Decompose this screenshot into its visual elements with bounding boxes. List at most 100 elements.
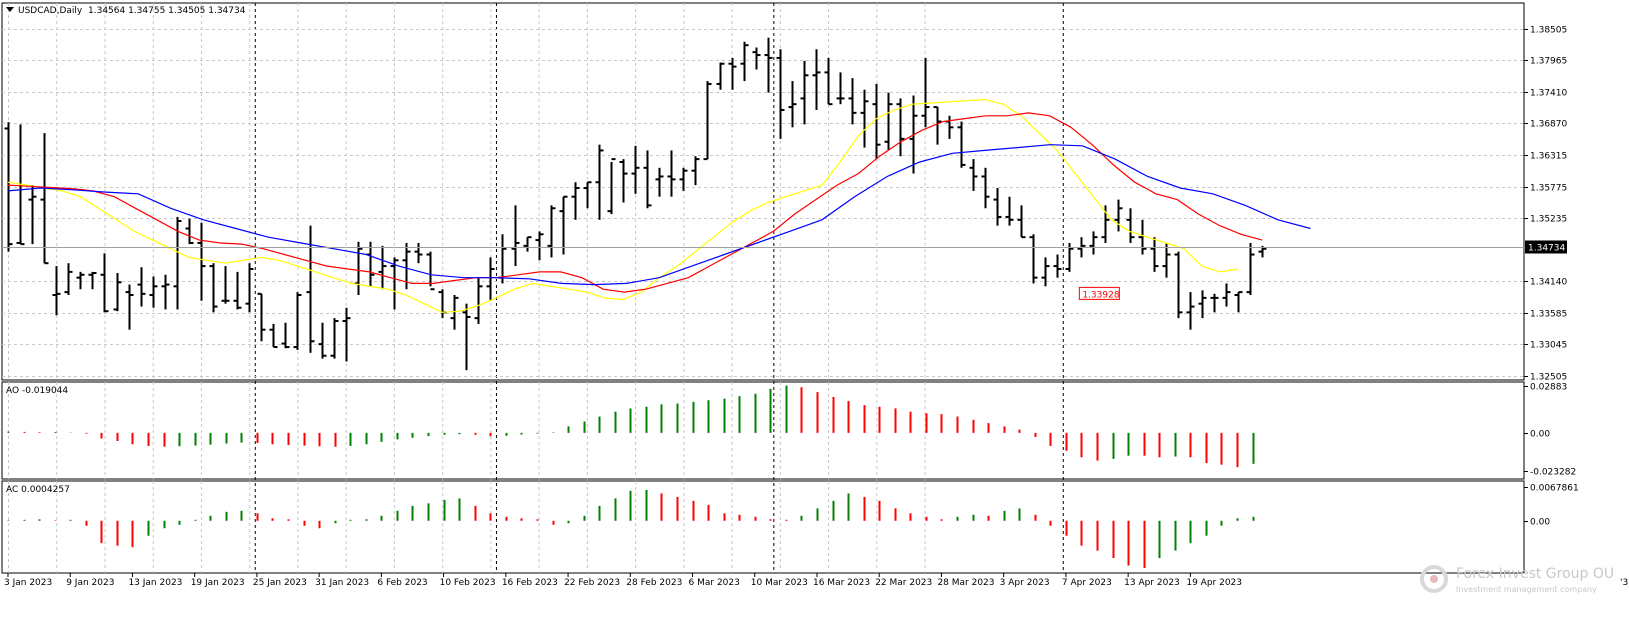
current-price-badge — [1525, 240, 1567, 254]
ohlc-bar — [354, 241, 363, 296]
y-tick-label: 1.33585 — [1530, 310, 1567, 320]
ohlc-bar — [1029, 234, 1038, 284]
ohlc-bar — [631, 145, 640, 194]
ac-tick-label: 0.00 — [1530, 518, 1550, 528]
ohlc-bar — [1089, 231, 1098, 255]
ohlc-bar — [450, 295, 459, 330]
ohlc-bar — [149, 276, 158, 308]
ohlc-bar — [993, 188, 1002, 226]
ohlc-bar — [703, 81, 712, 161]
x-tick-label: 28 Mar 2023 — [937, 578, 994, 588]
ohlc-bar — [716, 62, 725, 90]
ohlc-bar — [511, 205, 520, 267]
ohlc-bar — [330, 318, 339, 359]
ohlc-bar — [788, 81, 797, 128]
ohlc-bar — [836, 72, 845, 105]
ohlc-bar — [257, 292, 266, 342]
ohlc-bar — [197, 222, 206, 301]
ohlc-bar — [957, 121, 966, 168]
ohlc-bar — [547, 205, 556, 258]
x-tick-label: 19 Apr 2023 — [1186, 578, 1242, 588]
ohlc-bar — [342, 307, 351, 362]
ohlc-bar — [4, 122, 13, 252]
ohlc-bar — [595, 144, 604, 220]
ohlc-bar — [52, 266, 61, 316]
ohlc-bar — [1246, 242, 1255, 296]
ohlc-bar — [776, 49, 785, 139]
chart-symbol: USDCAD,Daily — [18, 6, 83, 16]
y-tick-label: 1.32505 — [1530, 373, 1567, 383]
watermark-logo: Forex Invest Group OU Investment managem… — [1420, 565, 1620, 601]
watermark-subtitle: Investment management company — [1456, 585, 1597, 594]
ohlc-bar — [740, 41, 749, 82]
ohlc-bar — [764, 37, 773, 93]
ohlc-bar — [571, 182, 580, 220]
ohlc-bar — [366, 241, 375, 287]
y-tick-label: 1.33045 — [1530, 341, 1567, 351]
current-price-label: 1.34734 — [1528, 244, 1565, 254]
ohlc-bar — [728, 57, 737, 90]
ohlc-bar — [209, 263, 218, 313]
ohlc-bar — [173, 216, 182, 310]
ohlc-bar — [137, 267, 146, 307]
ohlc-bar — [752, 47, 761, 70]
ohlc-bar — [1053, 254, 1062, 278]
ohlc-bar — [281, 322, 290, 349]
ohlc-bar — [269, 323, 278, 349]
ohlc-bar — [1210, 293, 1219, 313]
ohlc-bar — [64, 263, 73, 296]
ohlc-bar — [679, 167, 688, 191]
y-tick-label: 1.34140 — [1530, 278, 1567, 288]
x-tick-label: 16 Feb 2023 — [502, 578, 558, 588]
y-tick-label: 1.37410 — [1530, 89, 1567, 99]
y-tick-label: 1.35775 — [1530, 184, 1567, 194]
y-tick-label: 1.35235 — [1530, 215, 1567, 225]
ohlc-bar — [535, 231, 544, 261]
ohlc-bar — [1222, 283, 1231, 307]
ohlc-bar — [88, 271, 97, 290]
ohlc-bar — [1126, 208, 1135, 243]
ohlc-bar — [824, 57, 833, 106]
ohlc-bar — [378, 245, 387, 290]
ohlc-bar — [76, 271, 85, 290]
ac-title: AC 0.0004257 — [6, 485, 70, 495]
x-tick-label: 19 Jan 2023 — [191, 578, 245, 588]
ohlc-bar — [667, 150, 676, 197]
ohlc-bar — [414, 242, 423, 264]
x-tick-label: 6 Mar 2023 — [689, 578, 740, 588]
ohlc-bar — [643, 150, 652, 209]
x-tick-label: 6 Feb 2023 — [377, 578, 427, 588]
triangle-down-icon — [6, 7, 14, 12]
ohlc-bar — [848, 78, 857, 125]
ohlc-bar — [1198, 290, 1207, 319]
ohlc-bar — [462, 303, 471, 371]
ao-tick-label: -0.023282 — [1530, 468, 1576, 478]
ohlc-bar — [933, 106, 942, 145]
ohlc-bar — [872, 83, 881, 160]
y-tick-label: 1.36315 — [1530, 152, 1567, 162]
ohlc-bar — [1150, 237, 1159, 272]
ohlc-bar — [945, 115, 954, 139]
ohlc-bar — [1174, 251, 1183, 319]
ohlc-bar — [221, 266, 230, 304]
ohlc-bar — [486, 257, 495, 301]
ohlc-bar — [921, 57, 930, 128]
panel-frame-0 — [1, 2, 1525, 381]
chart-ohlc: 1.34564 1.34755 1.34505 1.34734 — [88, 6, 246, 16]
ohlc-bar — [185, 218, 194, 245]
ohlc-bar — [1162, 242, 1171, 278]
ma-fast-line — [7, 98, 1239, 313]
x-tick-label: 28 Feb 2023 — [626, 578, 682, 588]
ohlc-bar — [293, 292, 302, 350]
ohlc-bar — [1041, 257, 1050, 287]
ohlc-bar — [619, 159, 628, 203]
ohlc-bar — [969, 159, 978, 191]
ohlc-bar — [438, 289, 447, 319]
y-tick-label: 1.38505 — [1530, 26, 1567, 36]
x-tick-label: 9 Jan 2023 — [66, 578, 114, 588]
ring-logo-icon — [1420, 565, 1448, 593]
ohlc-bar — [1186, 292, 1195, 330]
ohlc-bar — [1114, 199, 1123, 232]
